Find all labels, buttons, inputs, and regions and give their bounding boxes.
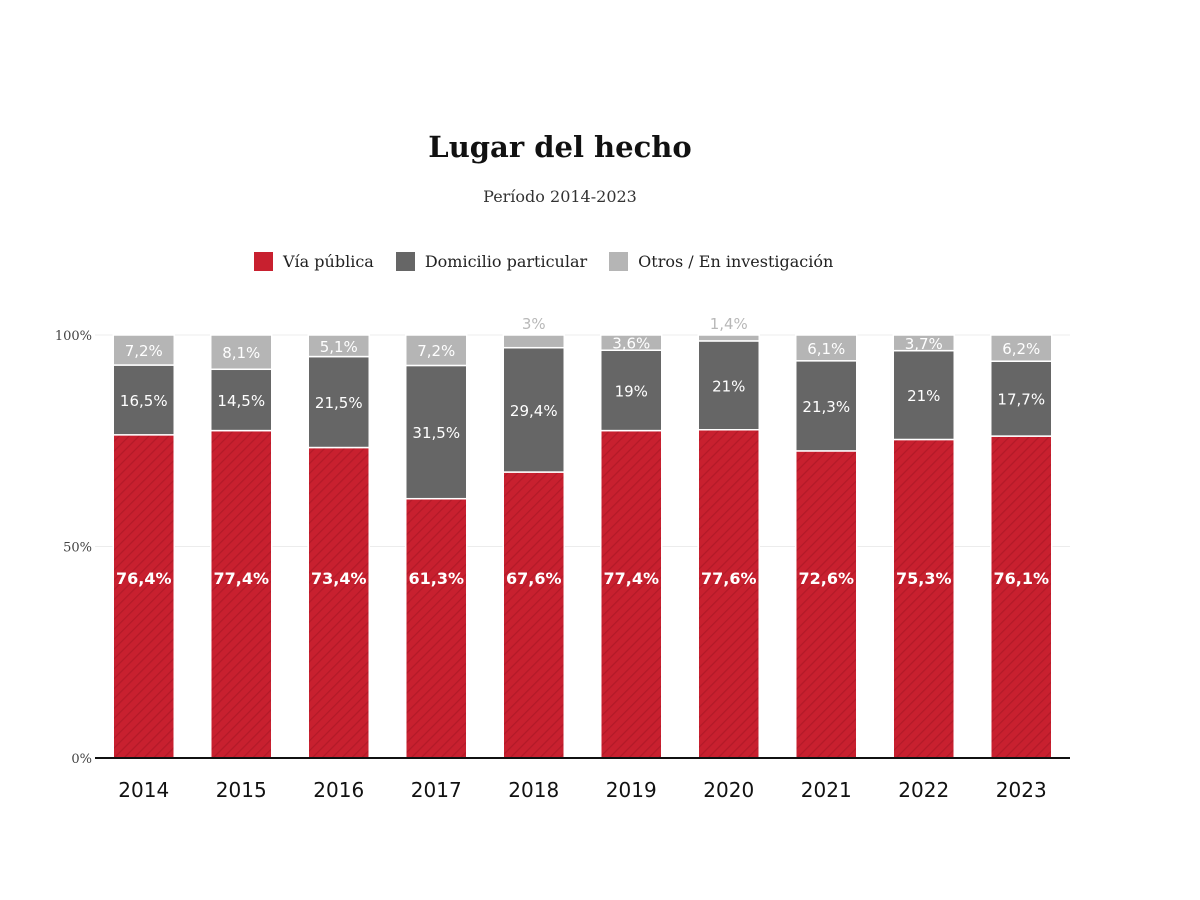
data-label-domicilio-particular: 14,5% bbox=[217, 392, 265, 410]
x-tick-label: 2018 bbox=[508, 778, 559, 802]
bar-segment-via-publica bbox=[112, 434, 175, 759]
bar-segment-otros bbox=[405, 334, 468, 367]
bar-segment-via-publica bbox=[405, 497, 468, 759]
data-label-domicilio-particular: 29,4% bbox=[510, 402, 558, 420]
chart-title: Lugar del hecho bbox=[428, 130, 692, 164]
data-label-via-publica: 73,4% bbox=[311, 569, 367, 588]
legend-item-via-publica: Vía pública bbox=[254, 252, 374, 271]
bar-segment-domicilio-particular bbox=[502, 346, 565, 473]
data-label-domicilio-particular: 19% bbox=[615, 382, 648, 400]
data-label-domicilio-particular: 16,5% bbox=[120, 392, 168, 410]
data-label-otros: 3% bbox=[522, 315, 546, 333]
legend-item-domicilio-particular: Domicilio particular bbox=[395, 252, 588, 271]
bar-segment-via-publica bbox=[697, 429, 760, 759]
x-tick-label: 2019 bbox=[606, 778, 657, 802]
labels-layer: 76,4% 16,5% 7,2% 77,4% 14,5% 8,1% 73,4% 21,5% 5,… bbox=[116, 315, 1049, 588]
legend-label-otros: Otros / En investigación bbox=[638, 252, 834, 271]
bar-segment-domicilio-particular bbox=[795, 360, 858, 452]
legend-label-via-publica: Vía pública bbox=[283, 252, 374, 271]
data-label-otros: 7,2% bbox=[125, 342, 163, 360]
bar-segment-otros bbox=[210, 334, 273, 371]
data-label-otros: 6,2% bbox=[1002, 340, 1040, 358]
x-tick-label: 2021 bbox=[801, 778, 852, 802]
data-label-otros: 3,6% bbox=[612, 335, 650, 353]
bar-segment-domicilio-particular bbox=[600, 349, 663, 432]
chart-legend: Vía pública Domicilio particular Otros /… bbox=[254, 252, 855, 271]
data-label-via-publica: 75,3% bbox=[896, 569, 952, 588]
data-label-otros: 1,4% bbox=[710, 315, 748, 333]
data-label-domicilio-particular: 21% bbox=[907, 387, 940, 405]
data-label-via-publica: 61,3% bbox=[408, 569, 464, 588]
data-label-via-publica: 67,6% bbox=[506, 569, 562, 588]
bar-segment-otros bbox=[892, 334, 955, 352]
bar-segment-via-publica bbox=[502, 471, 565, 759]
bar-segment-otros bbox=[795, 334, 858, 362]
data-label-domicilio-particular: 21,5% bbox=[315, 394, 363, 412]
bar-segment-otros bbox=[112, 334, 175, 366]
x-tick-label: 2016 bbox=[313, 778, 364, 802]
chart-subtitle: Período 2014-2023 bbox=[483, 187, 637, 206]
x-tick-label: 2017 bbox=[411, 778, 462, 802]
legend-item-otros: Otros / En investigación bbox=[609, 252, 833, 271]
legend-swatch-via-publica bbox=[254, 252, 273, 271]
bar-segment-otros bbox=[697, 334, 760, 342]
bar-segment-via-publica bbox=[210, 429, 273, 759]
bar-segment-domicilio-particular bbox=[405, 364, 468, 500]
y-tick-label: 100% bbox=[55, 329, 92, 344]
y-tick-label: 50% bbox=[63, 541, 92, 556]
bar-segment-otros bbox=[600, 334, 663, 351]
data-label-domicilio-particular: 31,5% bbox=[412, 424, 460, 442]
bar-segment-otros bbox=[307, 334, 370, 358]
bar-segment-via-publica bbox=[892, 438, 955, 759]
bar-segment-via-publica bbox=[795, 450, 858, 759]
x-tick-label: 2015 bbox=[216, 778, 267, 802]
data-label-via-publica: 77,4% bbox=[213, 569, 269, 588]
data-label-via-publica: 76,4% bbox=[116, 569, 172, 588]
bar-segment-via-publica bbox=[307, 446, 370, 759]
x-tick-label: 2023 bbox=[996, 778, 1047, 802]
x-tick-label: 2014 bbox=[118, 778, 169, 802]
data-label-via-publica: 76,1% bbox=[993, 569, 1049, 588]
y-tick-label: 0% bbox=[71, 752, 92, 767]
data-label-otros: 5,1% bbox=[320, 338, 358, 356]
bars-layer bbox=[112, 334, 1053, 759]
bar-segment-domicilio-particular bbox=[892, 349, 955, 441]
legend-label-domicilio-particular: Domicilio particular bbox=[424, 252, 588, 271]
data-label-domicilio-particular: 21% bbox=[712, 377, 745, 395]
data-label-otros: 7,2% bbox=[417, 342, 455, 360]
legend-swatch-domicilio-particular bbox=[395, 252, 415, 271]
legend-swatch-otros bbox=[609, 252, 629, 271]
bar-segment-domicilio-particular bbox=[307, 355, 370, 449]
data-label-otros: 8,1% bbox=[222, 344, 260, 362]
bar-segment-via-publica bbox=[600, 429, 663, 759]
data-label-otros: 3,7% bbox=[905, 335, 943, 353]
axis-layer: 0% 50% 100% 2014 2015 2016 2017 2018 2019 2020 202… bbox=[55, 329, 1070, 802]
data-label-via-publica: 72,6% bbox=[798, 569, 854, 588]
x-tick-label: 2020 bbox=[703, 778, 754, 802]
data-label-otros: 6,1% bbox=[807, 340, 845, 358]
bar-segment-otros bbox=[502, 334, 565, 349]
bar-segment-domicilio-particular bbox=[697, 340, 760, 431]
x-tick-label: 2022 bbox=[898, 778, 949, 802]
bar-segment-otros bbox=[990, 334, 1053, 362]
data-label-domicilio-particular: 17,7% bbox=[997, 391, 1045, 409]
data-label-domicilio-particular: 21,3% bbox=[802, 398, 850, 416]
data-label-via-publica: 77,6% bbox=[701, 569, 757, 588]
data-label-via-publica: 77,4% bbox=[603, 569, 659, 588]
bar-segment-via-publica bbox=[990, 435, 1053, 759]
